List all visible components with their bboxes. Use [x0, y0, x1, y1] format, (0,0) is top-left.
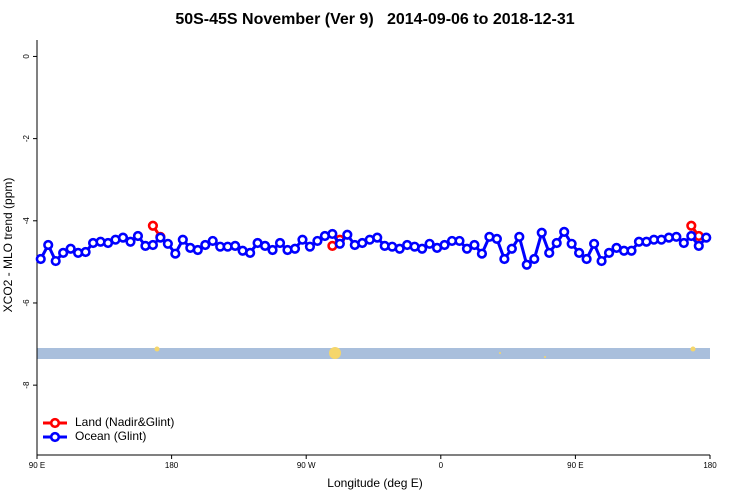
- data-point: [192, 244, 203, 256]
- data-point: [686, 220, 697, 231]
- data-point: [671, 231, 682, 242]
- x-tick-label: 180: [165, 461, 179, 470]
- surface-band: [37, 346, 710, 359]
- x-tick-label: 0: [439, 461, 444, 470]
- y-tick-label: -4: [22, 217, 31, 225]
- data-point: [603, 247, 615, 258]
- data-point: [132, 230, 144, 242]
- data-point: [536, 227, 547, 238]
- x-axis-label: Longitude (deg E): [327, 476, 422, 490]
- data-point: [506, 243, 517, 254]
- data-point: [596, 255, 607, 267]
- y-tick-label: -6: [22, 299, 31, 307]
- data-point: [274, 237, 286, 249]
- band: [37, 348, 710, 359]
- data-point: [58, 247, 69, 258]
- legend-label: Land (Nadir&Glint): [75, 415, 174, 429]
- data-point: [559, 226, 570, 237]
- data-point: [499, 253, 510, 265]
- data-point: [327, 228, 338, 240]
- data-point: [476, 248, 488, 259]
- data-point: [312, 235, 323, 247]
- data-point: [80, 246, 91, 258]
- data-point: [297, 234, 308, 245]
- data-point: [259, 240, 271, 251]
- data-point: [469, 239, 480, 251]
- x-tick-label: 90 W: [297, 461, 316, 470]
- data-point: [125, 236, 136, 247]
- x-tick-label: 90 E: [29, 461, 45, 470]
- data-point: [491, 233, 502, 244]
- data-point: [514, 231, 525, 242]
- data-point: [544, 247, 555, 258]
- band-marker: [499, 352, 501, 354]
- data-point: [267, 244, 278, 256]
- data-point: [521, 259, 532, 270]
- legend-marker: [49, 431, 61, 443]
- data-point: [65, 243, 76, 254]
- y-axis-label: XCO2 - MLO trend (ppm): [1, 178, 15, 313]
- data-point: [147, 220, 159, 231]
- data-point: [230, 240, 241, 251]
- data-point: [678, 237, 689, 249]
- chart-title: 50S-45S November (Ver 9) 2014-09-06 to 2…: [175, 11, 574, 28]
- data-point: [289, 243, 301, 254]
- x-tick-label: 90 E: [567, 461, 583, 470]
- data-point: [588, 238, 600, 249]
- y-tick-label: -2: [22, 135, 31, 143]
- data-point: [35, 253, 46, 265]
- x-tick-label: 180: [703, 461, 717, 470]
- data-point: [626, 245, 637, 256]
- data-point: [170, 248, 181, 259]
- band-marker: [154, 346, 160, 352]
- data-point: [417, 243, 428, 254]
- legend-label: Ocean (Glint): [75, 429, 146, 443]
- y-tick-label: -8: [22, 381, 31, 389]
- data-point: [117, 232, 129, 243]
- data-point: [155, 232, 166, 243]
- data-point: [162, 238, 173, 249]
- data-point: [566, 238, 577, 249]
- data-point: [372, 232, 383, 243]
- data-point: [551, 237, 562, 249]
- band-marker: [329, 347, 341, 359]
- data-point: [342, 229, 353, 240]
- data-point: [461, 243, 473, 254]
- data-point: [177, 234, 188, 245]
- data-point: [701, 232, 712, 243]
- data-point: [147, 239, 159, 251]
- data-point: [200, 239, 211, 251]
- data-point: [693, 240, 704, 251]
- data-point: [334, 238, 345, 249]
- data-point: [454, 235, 465, 247]
- data-point: [43, 239, 54, 251]
- data-point: [529, 253, 540, 265]
- data-point: [245, 247, 256, 258]
- band-marker: [544, 356, 546, 358]
- data-point: [207, 235, 218, 247]
- y-tick-label: 0: [22, 54, 31, 59]
- data-point: [439, 239, 450, 251]
- band-marker: [690, 346, 696, 352]
- data-point: [304, 241, 316, 252]
- data-point: [424, 238, 435, 249]
- data-point: [394, 243, 405, 254]
- data-point: [581, 253, 592, 265]
- data-point: [574, 247, 585, 258]
- legend-marker: [49, 417, 61, 429]
- data-point: [686, 230, 697, 242]
- data-point: [50, 255, 61, 267]
